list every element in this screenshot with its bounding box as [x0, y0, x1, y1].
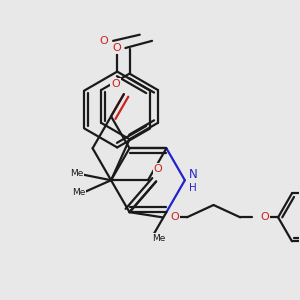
Text: O: O — [260, 212, 269, 222]
Text: O: O — [154, 164, 163, 174]
Text: O: O — [111, 79, 120, 89]
Text: O: O — [113, 43, 122, 53]
Text: Me: Me — [70, 169, 83, 178]
Text: O: O — [170, 212, 179, 222]
Text: O: O — [100, 36, 108, 46]
Text: Me: Me — [152, 234, 166, 243]
Text: H: H — [189, 183, 197, 194]
Text: Me: Me — [72, 188, 86, 197]
Text: N: N — [189, 168, 197, 181]
